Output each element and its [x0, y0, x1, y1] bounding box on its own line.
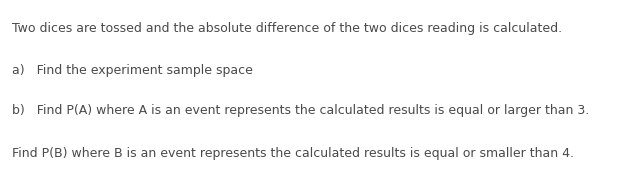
- Text: Two dices are tossed and the absolute difference of the two dices reading is cal: Two dices are tossed and the absolute di…: [12, 22, 562, 35]
- Text: Find P(B) where B is an event represents the calculated results is equal or smal: Find P(B) where B is an event represents…: [12, 147, 573, 160]
- Text: b)   Find P(A) where A is an event represents the calculated results is equal or: b) Find P(A) where A is an event represe…: [12, 104, 589, 117]
- Text: a)   Find the experiment sample space: a) Find the experiment sample space: [12, 64, 252, 77]
